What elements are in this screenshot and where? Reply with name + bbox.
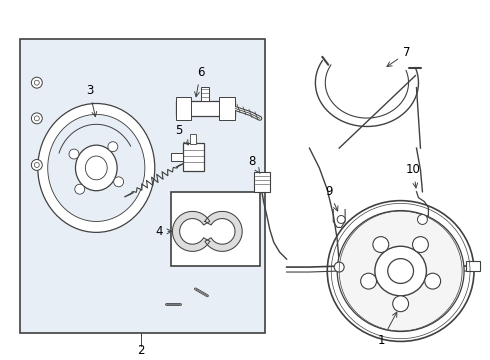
Circle shape — [31, 77, 42, 88]
Text: 2: 2 — [137, 344, 145, 357]
Circle shape — [334, 262, 344, 272]
Circle shape — [31, 113, 42, 124]
Circle shape — [337, 216, 345, 224]
Text: 8: 8 — [248, 156, 260, 173]
Ellipse shape — [388, 258, 414, 283]
Circle shape — [75, 184, 85, 194]
Bar — [201, 87, 209, 100]
Bar — [171, 153, 183, 161]
Bar — [175, 96, 192, 120]
Circle shape — [34, 162, 39, 167]
Circle shape — [373, 237, 389, 252]
Text: 5: 5 — [175, 124, 188, 145]
Ellipse shape — [38, 103, 155, 232]
Ellipse shape — [48, 114, 145, 221]
Text: 4: 4 — [155, 225, 172, 238]
Ellipse shape — [327, 201, 474, 341]
Text: 7: 7 — [387, 46, 410, 67]
Circle shape — [114, 177, 123, 187]
Text: 3: 3 — [86, 84, 97, 117]
Circle shape — [417, 215, 427, 224]
Ellipse shape — [375, 246, 426, 296]
Text: 6: 6 — [195, 66, 204, 97]
Ellipse shape — [75, 145, 117, 191]
Circle shape — [392, 296, 409, 312]
Bar — [183, 143, 204, 171]
Text: 1: 1 — [378, 312, 397, 347]
Bar — [20, 39, 265, 333]
Circle shape — [34, 80, 39, 85]
Bar — [171, 192, 260, 266]
Polygon shape — [205, 211, 242, 251]
Bar — [191, 134, 196, 144]
Circle shape — [69, 149, 79, 159]
Bar — [219, 96, 235, 120]
Text: 9: 9 — [325, 185, 338, 211]
Circle shape — [361, 273, 376, 289]
Circle shape — [31, 159, 42, 170]
Circle shape — [34, 116, 39, 121]
Bar — [466, 261, 480, 271]
Text: 10: 10 — [406, 163, 421, 188]
Polygon shape — [316, 61, 418, 126]
Circle shape — [413, 237, 428, 252]
Circle shape — [108, 142, 118, 152]
Bar — [175, 100, 235, 116]
Circle shape — [425, 273, 441, 289]
Polygon shape — [172, 211, 210, 251]
Bar — [254, 172, 270, 192]
Ellipse shape — [337, 211, 464, 332]
Ellipse shape — [85, 156, 107, 180]
